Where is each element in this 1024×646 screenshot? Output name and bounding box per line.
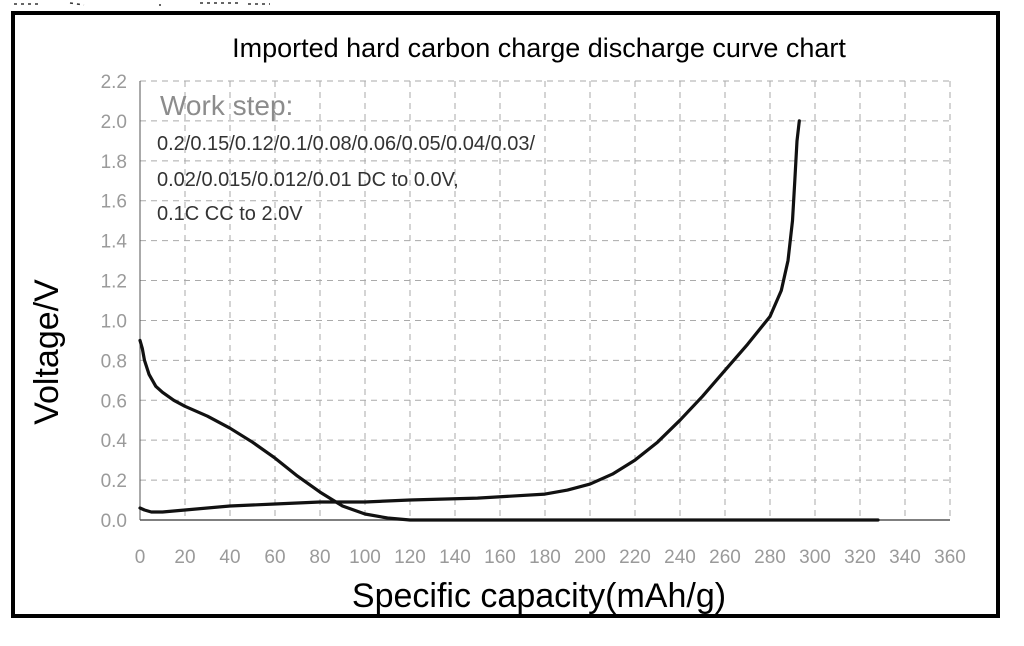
y-tick-label: 0.4: [101, 431, 128, 452]
x-tick-label: 20: [174, 547, 195, 568]
x-tick-label: 100: [349, 547, 381, 568]
x-tick-label: 200: [574, 547, 606, 568]
x-tick-label: 280: [754, 547, 786, 568]
y-tick-labels: 0.0 0.2 0.4 0.6 0.8 1.0 1.2 1.4 1.6 1.8 2.0 2.2: [101, 72, 128, 532]
y-axis-label: Voltage/V: [28, 279, 66, 425]
gridlines: [140, 80, 951, 520]
top-edge-scratch: [10, 0, 270, 8]
y-tick-label: 1.2: [101, 272, 127, 293]
annotation-line: 0.2/0.15/0.12/0.1/0.08/0.06/0.05/0.04/0.…: [157, 133, 536, 155]
x-tick-label: 220: [619, 547, 651, 568]
annotation-line: 0.02/0.015/0.012/0.01 DC to 0.0V,: [157, 169, 459, 191]
x-tick-label: 180: [529, 547, 561, 568]
x-tick-label: 320: [844, 547, 876, 568]
y-tick-label: 0.6: [101, 391, 127, 412]
x-tick-label: 360: [934, 547, 966, 568]
x-tick-label: 160: [484, 547, 516, 568]
chart-title: Imported hard carbon charge discharge cu…: [232, 33, 846, 63]
y-tick-label: 1.4: [101, 232, 128, 253]
x-tick-label: 60: [264, 547, 285, 568]
x-tick-label: 340: [889, 547, 921, 568]
y-tick-label: 0.0: [101, 511, 127, 532]
y-tick-label: 2.2: [101, 72, 127, 93]
x-tick-label: 300: [799, 547, 831, 568]
x-axis-label: Specific capacity(mAh/g): [352, 577, 726, 615]
y-tick-label: 1.0: [101, 311, 127, 332]
x-tick-label: 80: [309, 547, 330, 568]
y-tick-label: 2.0: [101, 112, 127, 133]
x-tick-label: 120: [394, 547, 426, 568]
annotation-line: 0.1C CC to 2.0V: [157, 203, 303, 225]
y-tick-label: 1.8: [101, 152, 127, 173]
series-line-charge: [138, 119, 801, 514]
series-line-discharge: [138, 338, 880, 522]
work-step-annotation: Work step: 0.2/0.15/0.12/0.1/0.08/0.06/0…: [157, 90, 536, 225]
x-tick-label: 240: [664, 547, 696, 568]
x-tick-label: 140: [439, 547, 471, 568]
x-tick-labels: 0 20 40 60 80 100 120 140 160 180 200 220 240 260 280 3…: [135, 547, 966, 568]
x-tick-label: 260: [709, 547, 741, 568]
y-tick-label: 0.2: [101, 471, 127, 492]
annotation-heading: Work step:: [160, 90, 293, 121]
series-lines: [138, 119, 880, 522]
x-tick-label: 40: [219, 547, 240, 568]
y-tick-label: 0.8: [101, 351, 127, 372]
x-tick-label: 0: [135, 547, 146, 568]
y-tick-label: 1.6: [101, 192, 127, 213]
